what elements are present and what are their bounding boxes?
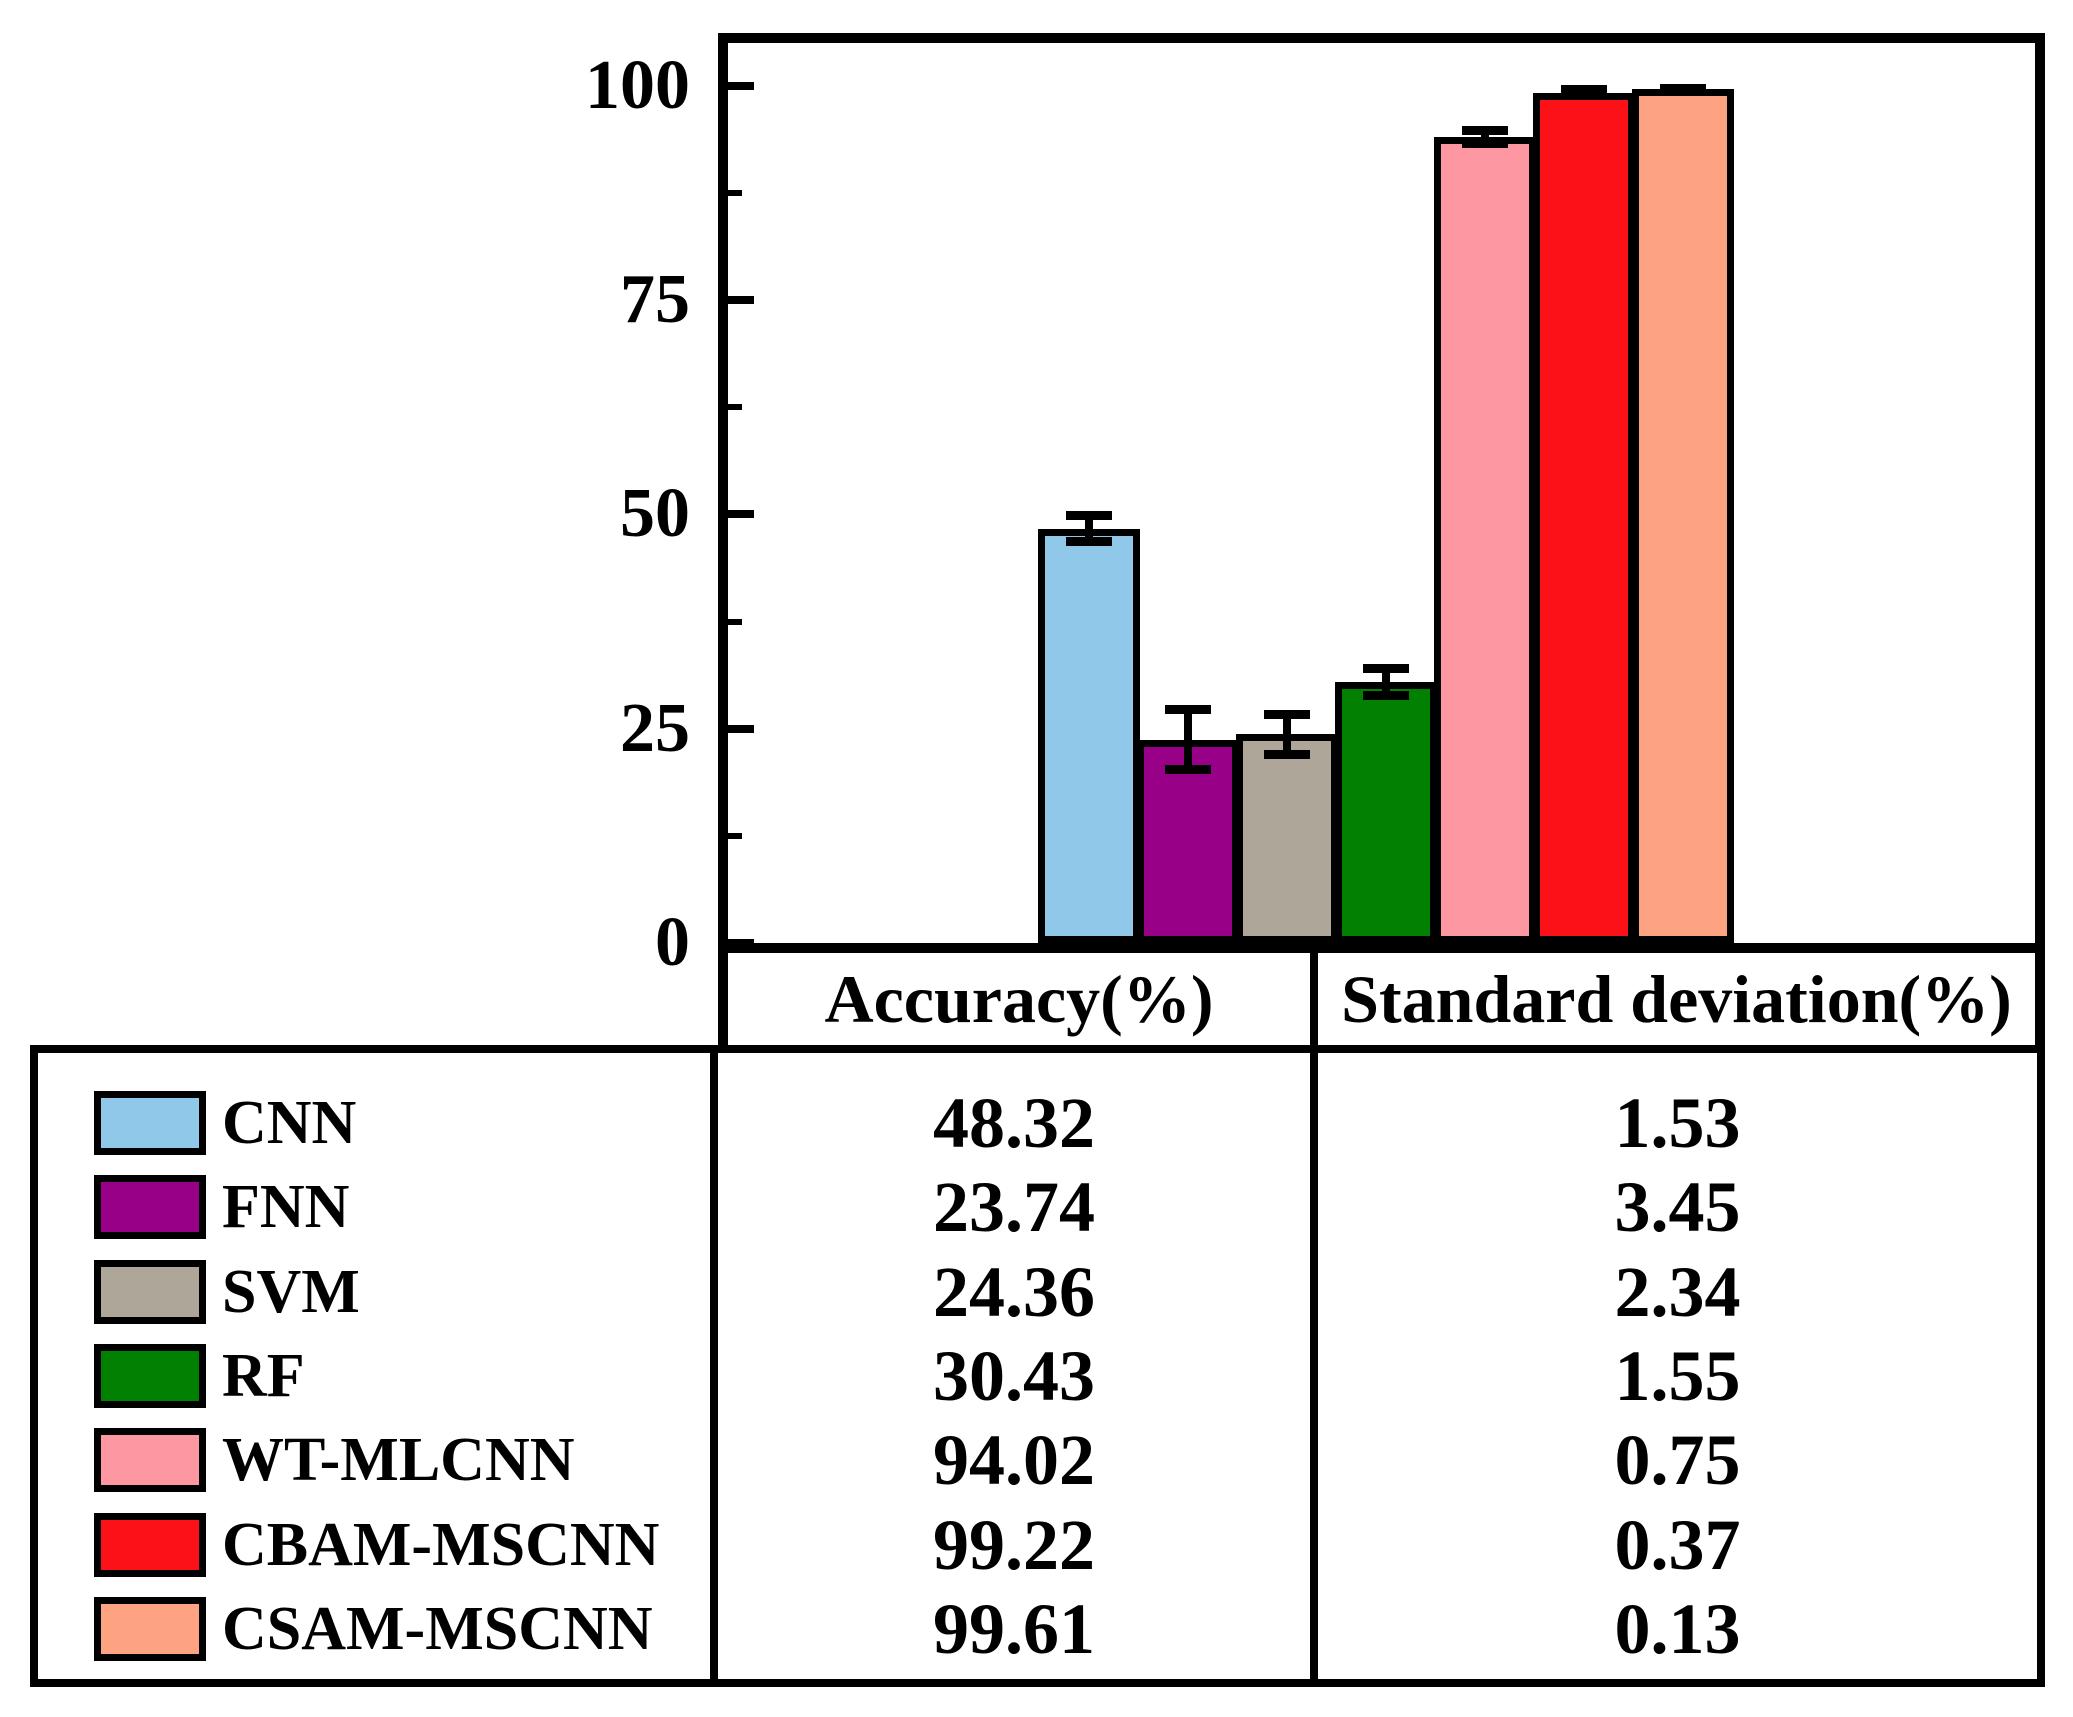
error-bar-cap-high-RF — [1363, 664, 1409, 674]
std-deviation-value-CNN: 1.53 — [1614, 1083, 1741, 1164]
std-deviation-value-WT-MLCNN: 0.75 — [1614, 1420, 1741, 1501]
std-deviation-value-CSAM-MSCNN: 0.13 — [1614, 1588, 1741, 1669]
y-minor-tick-87.5 — [728, 190, 742, 196]
bar-WT-MLCNN — [1434, 137, 1536, 943]
y-minor-tick-12.5 — [728, 832, 742, 839]
y-minor-tick-37.5 — [728, 618, 742, 625]
legend-swatch-WT-MLCNN — [94, 1428, 206, 1493]
legend-row-FNN: FNN — [38, 1165, 710, 1249]
std-deviation-value-FNN: 3.45 — [1614, 1167, 1741, 1248]
chart-area — [718, 33, 2045, 953]
y-major-tick-100 — [728, 81, 754, 90]
legend-label-WT-MLCNN: WT-MLCNN — [222, 1426, 575, 1495]
y-major-tick-25 — [728, 724, 754, 733]
std-deviation-value-RF: 1.55 — [1614, 1335, 1741, 1416]
y-major-tick-0 — [728, 939, 754, 947]
y-axis-label-50: 50 — [620, 475, 690, 553]
column-header-std-deviation: Standard deviation(%) — [1318, 953, 2045, 1045]
legend-row-CNN: CNN — [38, 1081, 710, 1165]
error-bar-cap-low-CNN — [1066, 537, 1112, 547]
legend-label-CBAM-MSCNN: CBAM-MSCNN — [222, 1510, 660, 1579]
bar-SVM — [1236, 734, 1338, 943]
bar-series-layer — [728, 43, 2035, 943]
legend-row-SVM: SVM — [38, 1250, 710, 1334]
error-bar-WT-MLCNN — [1481, 130, 1489, 144]
y-axis-label-75: 75 — [620, 261, 690, 339]
accuracy-value-CSAM-MSCNN: 99.61 — [933, 1588, 1095, 1669]
error-bar-cap-low-SVM — [1264, 749, 1310, 759]
column-header-row: Accuracy(%) Standard deviation(%) — [718, 953, 2045, 1045]
error-bar-cap-high-WT-MLCNN — [1462, 126, 1508, 136]
accuracy-value-RF: 30.43 — [933, 1335, 1095, 1416]
legend-row-WT-MLCNN: WT-MLCNN — [38, 1418, 710, 1502]
accuracy-value-CBAM-MSCNN: 99.22 — [933, 1504, 1095, 1585]
error-bar-FNN — [1184, 709, 1192, 770]
legend-swatch-CNN — [94, 1091, 206, 1156]
error-bar-cap-low-RF — [1363, 690, 1409, 700]
legend-swatch-CBAM-MSCNN — [94, 1512, 206, 1577]
error-bar-RF — [1382, 668, 1390, 696]
y-minor-tick-62.5 — [728, 404, 742, 411]
accuracy-value-FNN: 23.74 — [933, 1167, 1095, 1248]
accuracy-value-CNN: 48.32 — [933, 1083, 1095, 1164]
legend-swatch-FNN — [94, 1175, 206, 1240]
accuracy-value-SVM: 24.36 — [933, 1251, 1095, 1332]
error-bar-SVM — [1283, 714, 1291, 755]
std-deviation-values-column: 1.53 3.45 2.34 1.55 0.75 0.37 0.13 — [1318, 1053, 2037, 1679]
error-bar-cap-low-WT-MLCNN — [1462, 139, 1508, 149]
legend-swatch-RF — [94, 1343, 206, 1408]
error-bar-cap-high-CBAM-MSCNN — [1561, 84, 1607, 94]
legend-label-FNN: FNN — [222, 1173, 350, 1242]
legend-row-RF: RF — [38, 1334, 710, 1418]
legend-label-CNN: CNN — [222, 1089, 357, 1158]
error-bar-cap-low-CBAM-MSCNN — [1561, 91, 1607, 101]
accuracy-values-column: 48.32 23.74 24.36 30.43 94.02 99.22 99.61 — [718, 1053, 1318, 1679]
results-table: CNN FNN SVM RF WT-MLCNN CBAM-MSCNN CSAM-MSCNN … — [30, 1045, 2045, 1687]
legend-label-CSAM-MSCNN: CSAM-MSCNN — [222, 1594, 653, 1663]
legend-label-SVM: SVM — [222, 1257, 360, 1326]
error-bar-cap-low-CSAM-MSCNN — [1660, 85, 1706, 95]
legend-row-CSAM-MSCNN: CSAM-MSCNN — [38, 1587, 710, 1671]
y-axis-label-100: 100 — [585, 46, 690, 124]
y-axis-label-0: 0 — [655, 904, 690, 981]
y-major-tick-75 — [728, 296, 754, 305]
y-axis-label-25: 25 — [620, 689, 690, 767]
error-bar-cap-high-SVM — [1264, 709, 1310, 719]
error-bar-CNN — [1085, 515, 1093, 542]
accuracy-value-WT-MLCNN: 94.02 — [933, 1420, 1095, 1501]
bar-RF — [1335, 682, 1437, 943]
bar-CNN — [1038, 528, 1140, 943]
y-major-tick-50 — [728, 510, 754, 519]
bar-CSAM-MSCNN — [1632, 89, 1734, 943]
y-axis-ticks — [728, 43, 2035, 947]
legend-row-CBAM-MSCNN: CBAM-MSCNN — [38, 1502, 710, 1586]
std-deviation-value-CBAM-MSCNN: 0.37 — [1614, 1504, 1741, 1585]
column-header-std-deviation-label: Standard deviation(%) — [1341, 960, 2012, 1037]
legend-column: CNN FNN SVM RF WT-MLCNN CBAM-MSCNN CSAM-MSCNN — [38, 1053, 718, 1679]
column-header-accuracy-label: Accuracy(%) — [824, 960, 1214, 1037]
legend-swatch-SVM — [94, 1259, 206, 1324]
error-bar-cap-low-FNN — [1165, 764, 1211, 774]
bar-CBAM-MSCNN — [1533, 92, 1635, 943]
error-bar-cap-high-FNN — [1165, 705, 1211, 715]
std-deviation-value-SVM: 2.34 — [1614, 1251, 1741, 1332]
column-header-accuracy: Accuracy(%) — [718, 953, 1318, 1045]
error-bar-cap-high-CNN — [1066, 511, 1112, 521]
legend-label-RF: RF — [222, 1341, 305, 1410]
legend-swatch-CSAM-MSCNN — [94, 1596, 206, 1661]
